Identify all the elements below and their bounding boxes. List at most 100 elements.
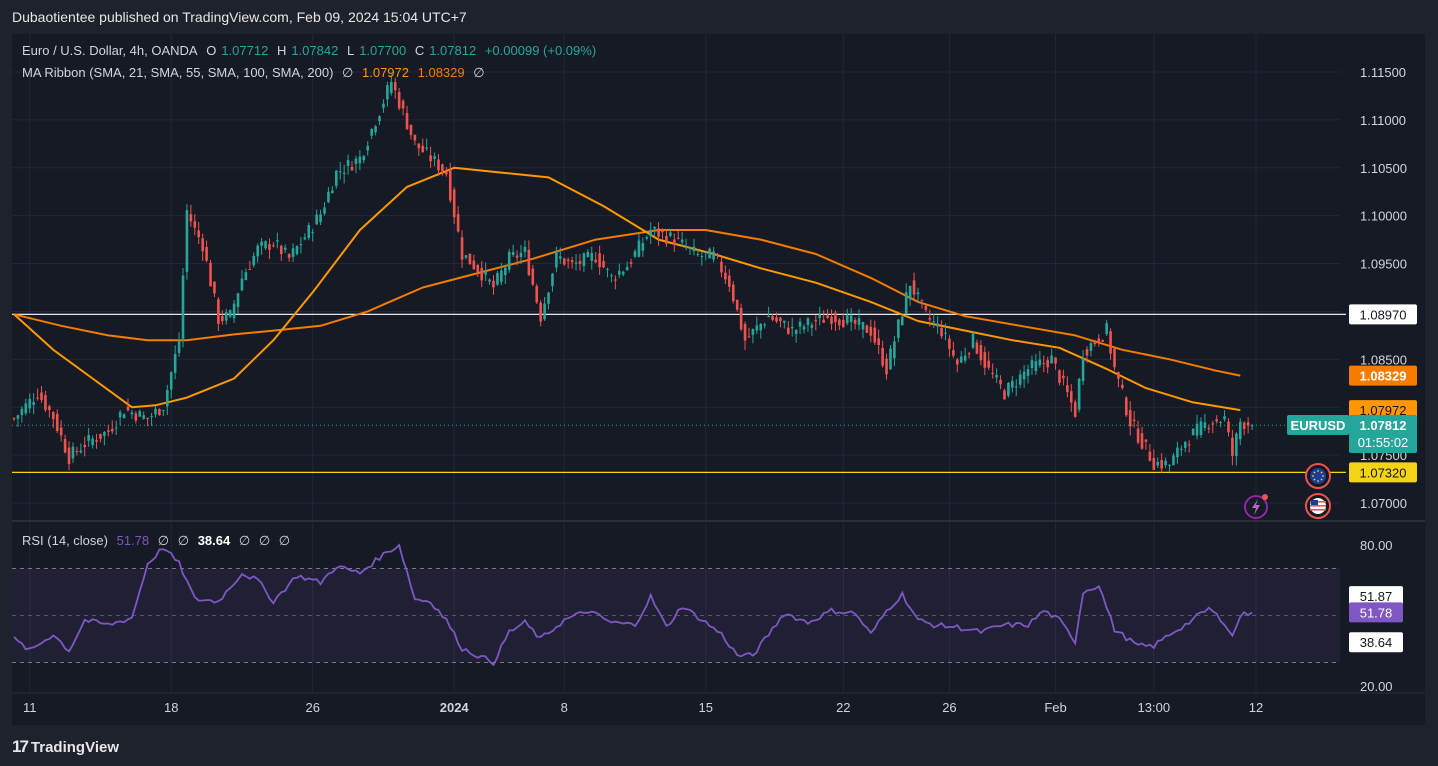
rsi-null-1: ∅: [157, 533, 170, 548]
candle-body: [983, 352, 987, 368]
candle-body: [853, 319, 857, 324]
candle-body: [625, 267, 629, 271]
tradingview-brand[interactable]: 17 TradingView: [12, 737, 119, 757]
candle-body: [904, 292, 908, 314]
candle-body: [692, 246, 696, 252]
symbol-tag-text: EURUSD: [1291, 418, 1346, 433]
candle-body: [484, 271, 487, 275]
candle-body: [897, 319, 900, 338]
candle-body: [948, 338, 951, 349]
ma-label[interactable]: MA Ribbon (SMA, 21, SMA, 55, SMA, 100, S…: [22, 65, 334, 80]
candle-body: [975, 342, 979, 354]
candle-body: [507, 251, 511, 270]
candle-body: [91, 438, 94, 446]
symbol-title[interactable]: Euro / U.S. Dollar, 4h, OANDA: [22, 43, 198, 58]
candle-body: [181, 275, 185, 339]
candle-body: [995, 374, 998, 378]
candle-body: [217, 299, 220, 324]
candle-body: [539, 302, 542, 322]
candle-body: [228, 310, 232, 317]
candle-body: [767, 316, 770, 318]
candle-body: [680, 239, 684, 243]
candle-body: [1014, 386, 1018, 388]
price-tag-level-white-bg: [1349, 304, 1417, 325]
candle-body: [959, 356, 963, 363]
candle-body: [629, 262, 633, 264]
candle-body: [252, 255, 256, 266]
candle-body: [1215, 419, 1218, 422]
candle-body: [146, 417, 149, 420]
candle-body: [496, 273, 499, 285]
candle-body: [397, 91, 401, 109]
candle-body: [1046, 360, 1049, 368]
candles: [12, 74, 1254, 473]
candle-body: [1058, 370, 1061, 383]
candle-body: [350, 166, 354, 171]
time-tick-label: 15: [699, 700, 713, 715]
candle-body: [798, 321, 802, 327]
ma-value-2: 1.08329: [417, 65, 465, 80]
rsi-tag-low: 38.64: [1349, 632, 1403, 653]
candle-body: [967, 353, 971, 355]
candle-body: [354, 158, 358, 164]
rsi-label[interactable]: RSI (14, close): [22, 533, 108, 548]
candle-body: [99, 433, 102, 439]
candle-body: [519, 252, 523, 257]
candle-body: [712, 251, 715, 260]
time-axis[interactable]: 11 18 26 2024 8 15 22 26 Feb 13:00 12: [23, 700, 1263, 715]
candle-body: [728, 275, 731, 287]
price-axis[interactable]: 1.115001.110001.105001.100001.095001.090…: [1360, 65, 1407, 694]
candle-body: [877, 338, 880, 346]
price-tag-level-yellow-bg: [1349, 462, 1417, 483]
candle-body: [1144, 439, 1148, 442]
candle-body: [614, 279, 617, 281]
rsi-tag-last: 51.78: [1349, 602, 1403, 623]
candle-body: [684, 246, 688, 248]
symbol-legend[interactable]: Euro / U.S. Dollar, 4h, OANDA O 1.07712 H…: [22, 43, 601, 58]
candle-body: [413, 134, 417, 141]
ohlc-open: O 1.07712: [206, 43, 269, 58]
us-canton: [1311, 500, 1318, 505]
candle-body: [590, 253, 594, 261]
candle-body: [873, 327, 877, 343]
candle-body: [71, 446, 75, 459]
candle-body: [1140, 433, 1144, 449]
rsi-tag-low-text: 38.64: [1360, 635, 1393, 650]
candle-body: [268, 244, 271, 250]
rsi-legend[interactable]: RSI (14, close) 51.78 ∅ ∅ 38.64 ∅ ∅ ∅: [22, 533, 295, 549]
candle-body: [928, 318, 932, 320]
candle-body: [158, 409, 161, 416]
candle-body: [256, 245, 259, 257]
price-tag-ma-slow-text: 1.08329: [1360, 369, 1407, 384]
candle-body: [1022, 371, 1026, 380]
lightning-bolt: [1252, 499, 1260, 515]
candle-body: [1050, 355, 1053, 364]
candle-body: [83, 444, 87, 448]
candle-body: [425, 147, 428, 149]
rsi-value: 51.78: [116, 533, 150, 548]
candle-body: [527, 249, 531, 276]
candle-body: [735, 299, 739, 310]
publisher-bar: Dubaotientee published on TradingView.co…: [0, 0, 1438, 34]
candle-body: [559, 256, 562, 259]
candle-body: [1105, 323, 1108, 334]
chart-panel[interactable]: [12, 34, 1425, 725]
candle-body: [488, 279, 491, 282]
candle-body: [999, 379, 1002, 385]
candle-body: [515, 255, 519, 258]
price-tag-ma-slow: 1.08329: [1349, 365, 1417, 386]
candle-body: [110, 428, 114, 432]
candle-body: [570, 260, 574, 263]
candle-body: [169, 372, 173, 390]
candle-body: [661, 229, 664, 233]
eu-flag-icon: [1305, 463, 1331, 489]
ma-legend[interactable]: MA Ribbon (SMA, 21, SMA, 55, SMA, 100, S…: [22, 65, 490, 81]
ma-ribbon: [13, 166, 1241, 412]
rsi-tick-label: 20.00: [1360, 679, 1393, 694]
candle-body: [370, 129, 373, 136]
candle-body: [44, 395, 47, 410]
candle-body: [1030, 360, 1034, 369]
candle-body: [28, 398, 32, 409]
candle-body: [165, 389, 169, 407]
